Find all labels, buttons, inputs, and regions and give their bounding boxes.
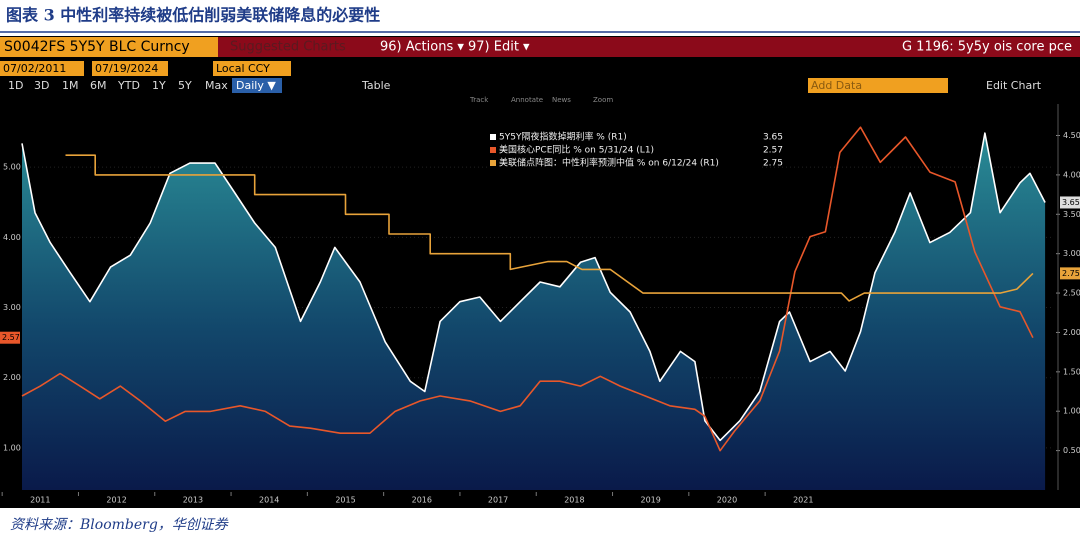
end-date[interactable]: 07/19/2024 [95,62,158,75]
y2-tick-label: 1.00 [1063,407,1080,416]
last-value: 2.75 [1062,269,1080,278]
freq-box[interactable] [232,78,282,93]
legend-label: 5Y5Y隔夜指数掉期利率 % (R1) [499,131,627,143]
legend-label: 美国核心PCE同比 % on 5/31/24 (L1) [499,144,654,156]
add-data-box[interactable] [808,78,948,93]
x-tick-label: 2018 [564,496,584,505]
x-tick-label: 2016 [412,496,432,505]
legend-value: 3.65 [763,133,783,143]
y2-tick-label: 2.00 [1063,328,1080,337]
y-tick-label: 2.00 [3,373,21,382]
range-button[interactable]: Max [205,79,228,92]
chart-id: G 1196: 5y5y ois core pce [902,40,1072,55]
range-button[interactable]: 3D [34,79,49,92]
last-value-box [1060,267,1080,280]
x-tick-label: 2015 [335,496,355,505]
series-line [65,154,1034,302]
table-button[interactable]: Table [361,79,391,92]
legend-box [487,128,762,194]
y2-tick-label: 4.00 [1063,170,1080,179]
legend-value: 2.75 [763,159,783,169]
legend-swatch [490,160,496,166]
series-area [22,133,1046,490]
chart-tool[interactable]: Zoom [593,96,613,104]
x-tick-label: 2021 [793,496,813,505]
date-box[interactable] [92,61,168,76]
series-line [21,126,1034,452]
date-box[interactable] [0,61,84,76]
y2-tick-label: 3.50 [1063,210,1080,219]
currency[interactable]: Local CCY [216,62,270,75]
chart-tool[interactable]: Track [469,96,489,104]
y2-tick-label: 0.50 [1063,446,1080,455]
last-value-box [1060,196,1080,209]
range-button[interactable]: 1M [62,79,79,92]
actions-menu[interactable]: 96) Actions ▾ [380,40,464,55]
legend-swatch [490,147,496,153]
figure-title: 图表 3 中性利率持续被低估削弱美联储降息的必要性 [6,6,380,25]
chart-tool[interactable]: Annotate [511,96,543,104]
x-tick-label: 2017 [488,496,508,505]
last-value: 2.57 [2,333,20,342]
legend-value: 2.57 [763,146,783,156]
ticker[interactable]: S0042FS 5Y5Y BLC Curncy [4,39,190,55]
last-value: 3.65 [1062,198,1080,207]
x-tick-label: 2011 [30,496,50,505]
ticker-box [0,37,218,57]
x-tick-label: 2013 [183,496,203,505]
last-value-box [0,331,20,344]
series-line [21,132,1046,442]
ccy-box[interactable] [213,61,291,76]
frequency[interactable]: Daily ▼ [236,79,276,92]
source-note: 资料来源：Bloomberg，华创证券 [10,517,229,533]
legend-label: 美联储点阵图：中性利率预测中值 % on 6/12/24 (R1) [499,157,719,169]
y2-tick-label: 3.00 [1063,249,1080,258]
range-button[interactable]: YTD [117,79,140,92]
edit-menu[interactable]: 97) Edit ▾ [468,40,530,55]
y-tick-label: 4.00 [3,233,21,242]
y-tick-label: 3.00 [3,303,21,312]
edit-chart[interactable]: Edit Chart [986,79,1042,92]
header-bar [0,37,1080,57]
range-button[interactable]: 6M [90,79,107,92]
x-tick-label: 2019 [641,496,661,505]
y-tick-label: 1.00 [3,443,21,452]
y-tick-label: 5.00 [3,163,21,172]
y2-tick-label: 2.50 [1063,289,1080,298]
legend-swatch [490,134,496,140]
suggested-charts[interactable]: Suggested Charts [230,40,346,55]
x-tick-label: 2012 [106,496,126,505]
range-button[interactable]: 1D [8,79,23,92]
x-tick-label: 2014 [259,496,279,505]
y2-tick-label: 4.50 [1063,131,1080,140]
range-button[interactable]: 5Y [178,79,192,92]
range-button[interactable]: 1Y [152,79,166,92]
chart-tool[interactable]: News [552,96,571,104]
start-date[interactable]: 07/02/2011 [3,62,66,75]
add-data[interactable]: Add Data [811,79,862,92]
y2-tick-label: 1.50 [1063,367,1080,376]
x-tick-label: 2020 [717,496,737,505]
